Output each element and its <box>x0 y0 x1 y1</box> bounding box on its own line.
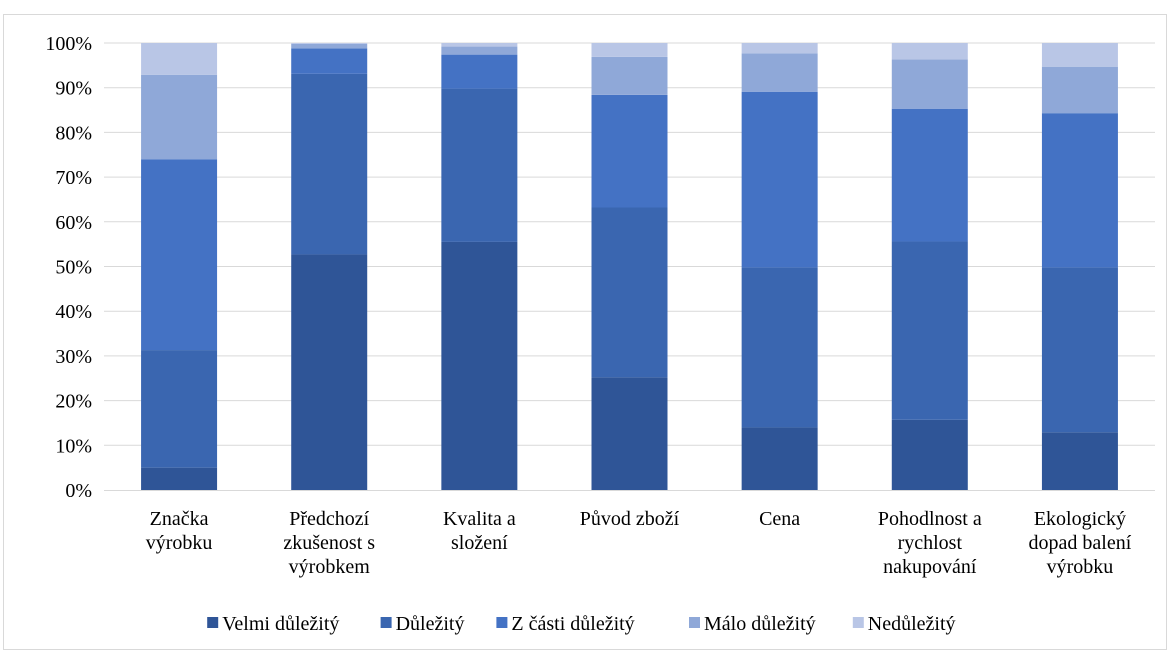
category-label: Pohodlnost a rychlost nakupování <box>878 508 982 578</box>
y-tick-label: 90% <box>55 78 92 100</box>
bar-segment <box>891 59 968 109</box>
legend-label: Málo důležitý <box>704 613 816 635</box>
category-label-line: Cena <box>759 508 800 530</box>
legend-label: Z části důležitý <box>511 613 634 635</box>
bar-segment <box>591 377 668 490</box>
bar-segment <box>891 43 968 60</box>
legend-swatch <box>380 617 392 628</box>
bar-segment <box>591 94 668 208</box>
bar-segment <box>741 427 818 490</box>
category-label-line: Značka <box>150 508 209 530</box>
bar-segment <box>441 54 518 89</box>
bar-segment <box>1041 432 1118 490</box>
y-tick-label: 0% <box>65 480 92 502</box>
bar-segment <box>141 74 218 160</box>
legend-label: Velmi důležitý <box>222 613 339 635</box>
legend-label: Nedůležitý <box>868 613 956 635</box>
category-label: Kvalita a složení <box>443 508 516 554</box>
bar-segment <box>1041 66 1118 114</box>
y-tick-label: 10% <box>55 435 92 457</box>
category-label-line: dopad balení <box>1029 532 1132 554</box>
bar-segment <box>141 350 218 468</box>
legend-swatch <box>689 617 700 628</box>
category-label-line: Původ zboží <box>580 508 680 530</box>
y-tick-label: 60% <box>55 212 92 234</box>
bar-segment <box>741 267 818 428</box>
y-axis-tick-labels: 0% 10% 20% 30% 40% 50% 60% 70% 80% 90% 100% <box>45 33 92 502</box>
bar-segment <box>291 48 368 74</box>
bar-segment <box>891 108 968 242</box>
bar-segment <box>141 467 218 490</box>
bar-segment <box>1041 43 1118 67</box>
y-tick-label: 100% <box>45 33 92 55</box>
bar-segment <box>891 241 968 420</box>
y-tick-label: 70% <box>55 167 92 189</box>
bar-segment <box>291 73 368 255</box>
bar-segment <box>291 254 368 490</box>
bar-segment <box>291 43 368 49</box>
bar-segment <box>291 43 368 44</box>
category-label: Cena <box>759 508 800 530</box>
bars <box>141 43 1118 490</box>
bar-segment <box>1041 267 1118 433</box>
y-tick-label: 40% <box>55 301 92 323</box>
category-label: Ekologický dopad balení výrobku <box>1029 508 1132 578</box>
y-tick-label: 80% <box>55 122 92 144</box>
bar-segment <box>1041 113 1118 268</box>
legend: Velmi důležitý Důležitý Z části důležitý Má… <box>207 613 956 635</box>
category-label: Značka výrobku <box>146 508 213 554</box>
bar-segment <box>441 43 518 47</box>
category-label-line: výrobku <box>1047 556 1114 578</box>
category-label-line: Předchozí <box>289 508 369 530</box>
y-tick-label: 30% <box>55 346 92 368</box>
category-label-line: Ekologický <box>1034 508 1126 530</box>
category-label-line: Kvalita a <box>443 508 516 530</box>
bar-segment <box>741 53 818 92</box>
bar-segment <box>741 91 818 268</box>
bar-segment <box>141 159 218 351</box>
category-label: Původ zboží <box>580 508 680 530</box>
category-label-line: výrobkem <box>289 556 371 578</box>
legend-swatch <box>496 617 508 628</box>
legend-swatch <box>852 617 864 628</box>
bar-segment <box>141 43 218 75</box>
legend-label: Důležitý <box>396 613 465 635</box>
category-label-line: složení <box>451 532 508 554</box>
category-label-line: Pohodlnost a <box>878 508 982 530</box>
category-label-line: zkušenost s <box>283 532 375 554</box>
category-label-line: nakupování <box>883 556 977 578</box>
bar-segment <box>441 46 518 55</box>
category-label-line: rychlost <box>898 532 963 554</box>
bar-segment <box>741 43 818 54</box>
legend-swatch <box>207 617 219 628</box>
y-tick-label: 20% <box>55 391 92 413</box>
bar-segment <box>441 88 518 242</box>
y-tick-label: 50% <box>55 257 92 279</box>
bar-segment <box>591 207 668 378</box>
bar-segment <box>891 419 968 490</box>
bar-segment <box>441 241 518 490</box>
bar-segment <box>591 56 668 95</box>
bar-segment <box>591 43 668 57</box>
category-label-line: výrobku <box>146 532 213 554</box>
category-label: Předchozí zkušenost s výrobkem <box>283 508 375 578</box>
